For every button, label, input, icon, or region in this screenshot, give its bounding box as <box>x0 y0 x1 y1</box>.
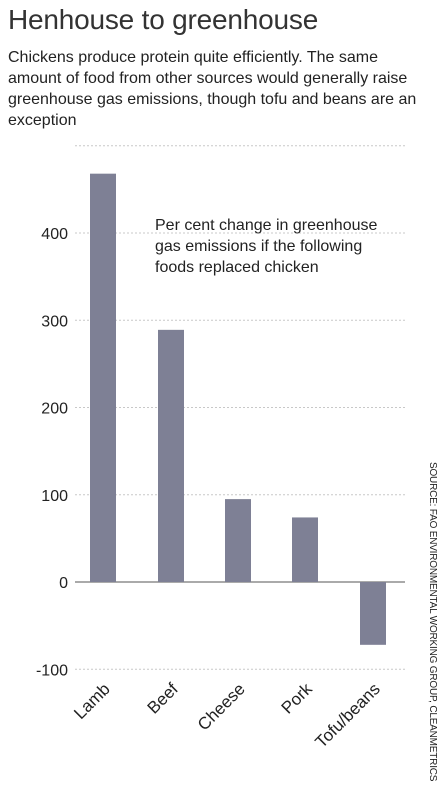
category-label: Pork <box>278 679 317 718</box>
y-tick-label: 0 <box>59 575 68 592</box>
y-tick-label: -100 <box>36 662 68 679</box>
chart-title: Henhouse to greenhouse <box>8 4 319 35</box>
category-label: Lamb <box>70 679 114 723</box>
bars <box>90 173 386 645</box>
bar-tofu-beans <box>360 582 386 645</box>
y-tick-label: 300 <box>41 313 68 330</box>
bar-cheese <box>225 499 251 582</box>
category-label: Beef <box>144 679 182 717</box>
annotation-line: gas emissions if the following <box>155 238 362 255</box>
bar-pork <box>292 517 318 582</box>
chart-annotation: Per cent change in greenhouse gas emissio… <box>155 217 377 276</box>
y-tick-labels: 400 300 200 100 0 -100 <box>36 226 68 679</box>
y-tick-label: 100 <box>41 488 68 505</box>
y-tick-label: 200 <box>41 401 68 418</box>
chart-subtitle: Chickens produce protein quite efficient… <box>8 49 417 129</box>
source-note: SOURCE: FAO ENVIRONMENTAL WORKING GROUP,… <box>427 462 438 782</box>
bar-beef <box>158 329 184 582</box>
category-label: Cheese <box>194 679 249 734</box>
y-tick-label: 400 <box>41 226 68 243</box>
annotation-line: foods replaced chicken <box>155 259 319 276</box>
annotation-line: Per cent change in greenhouse <box>155 217 377 234</box>
category-label: Tofu/beans <box>312 679 384 751</box>
bar-lamb <box>90 173 116 583</box>
